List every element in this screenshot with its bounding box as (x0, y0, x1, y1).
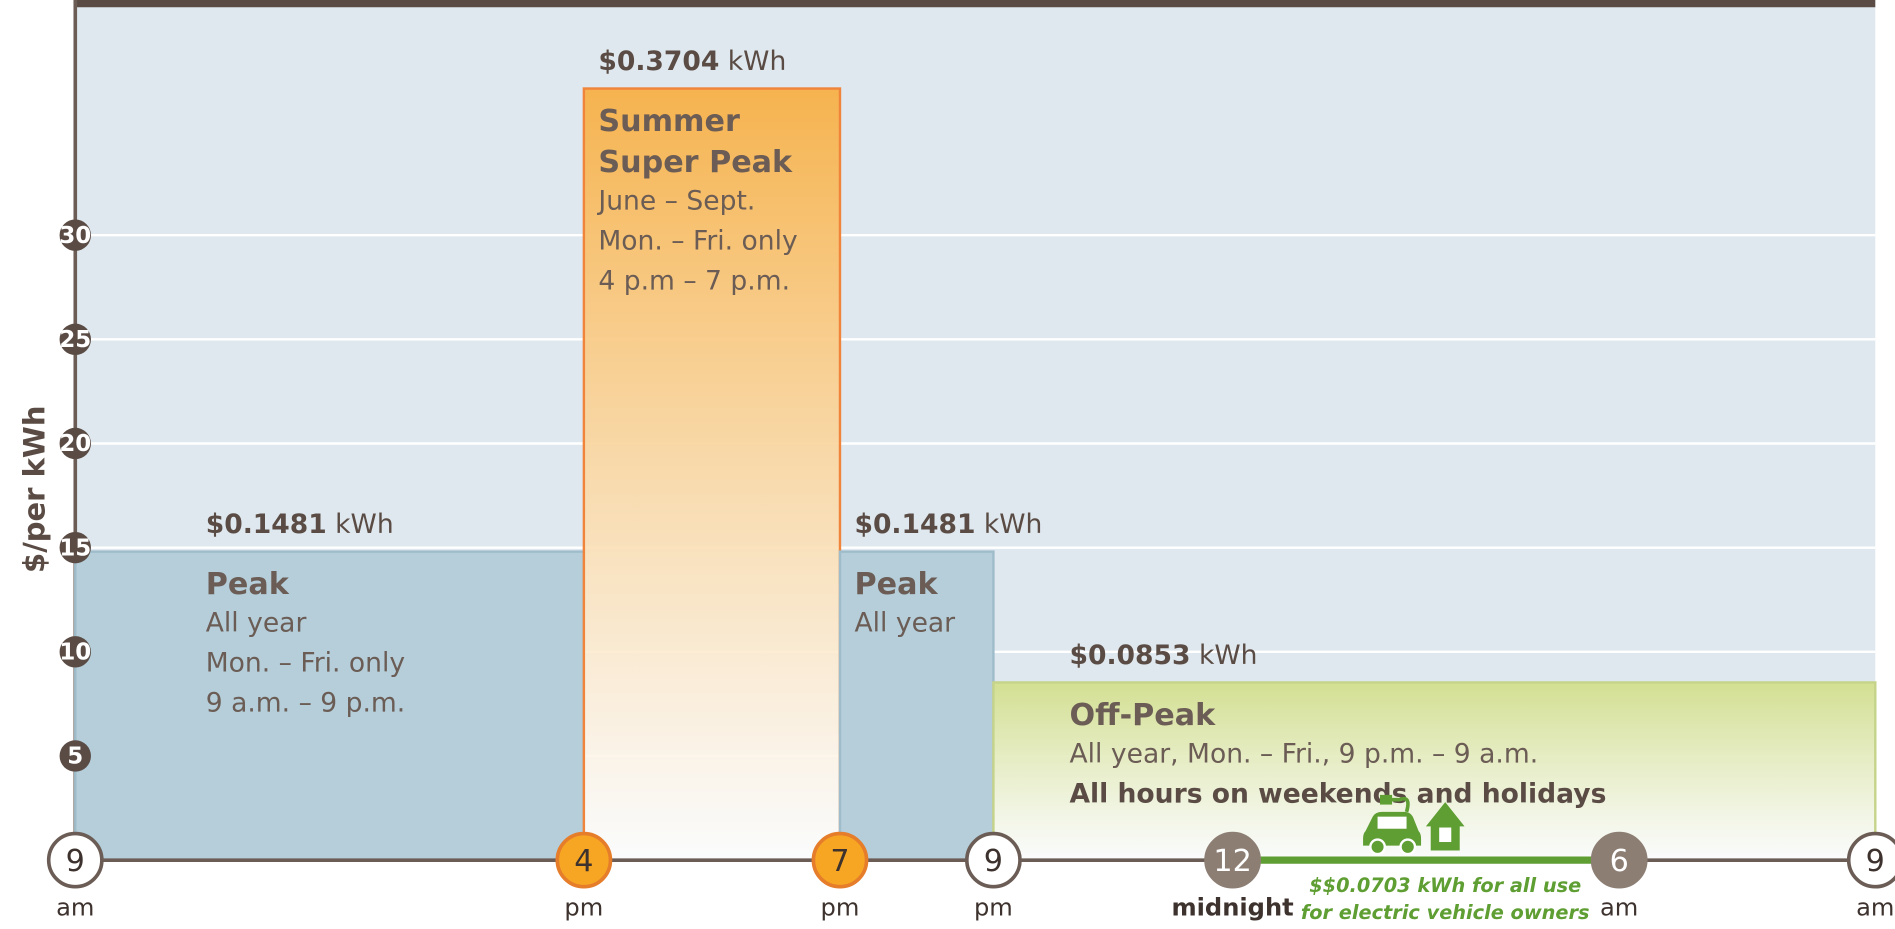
rate-bar (582, 87, 842, 862)
y-tick-badge (59, 740, 91, 772)
value-amount: $0.0853 (1070, 639, 1191, 670)
period-detail: Mon. – Fri. only (206, 647, 405, 678)
value-unit: kWh (984, 509, 1042, 540)
time-badge (46, 831, 104, 889)
value-unit: kWh (1199, 639, 1257, 670)
y-tick-label: 25 (59, 327, 91, 353)
period-name: Peak (206, 567, 290, 602)
time-period: am (1856, 893, 1894, 921)
value-label: $0.0853 kWh (1070, 639, 1258, 670)
time-badge (1846, 831, 1895, 889)
time-badge (965, 831, 1022, 889)
period-name: Summer (598, 104, 740, 139)
value-label: $0.3704 kWh (598, 45, 786, 76)
time-period: pm (974, 893, 1013, 921)
period-detail: 4 p.m – 7 p.m. (598, 265, 790, 296)
value-unit: kWh (728, 45, 786, 76)
time-badge (555, 831, 613, 889)
y-tick-badge (59, 219, 91, 251)
ev-rate-text: $$0.0703 kWh for all use (1309, 874, 1581, 897)
y-tick-badge (59, 427, 91, 460)
value-unit: kWh (335, 509, 393, 540)
time-period: am (1600, 893, 1638, 921)
time-label: 9 (66, 844, 85, 879)
period-detail: All year (206, 608, 307, 639)
period-highlight: All hours on weekends and holidays (1070, 778, 1607, 809)
rate-bar (74, 550, 586, 862)
time-badge (811, 831, 869, 889)
y-tick-label: 10 (59, 640, 91, 666)
time-label: 12 (1213, 844, 1251, 879)
time-label: 7 (830, 844, 849, 879)
time-label: 9 (1866, 844, 1885, 879)
time-period: am (56, 893, 94, 921)
time-period: pm (821, 893, 860, 921)
time-badge (1590, 831, 1648, 889)
y-tick-label: 20 (59, 431, 91, 457)
time-label: 6 (1610, 844, 1629, 879)
time-period: midnight (1171, 893, 1293, 921)
y-tick-label: 15 (59, 535, 91, 561)
y-axis-label: $/per kWh (18, 406, 52, 573)
time-badge (1204, 831, 1261, 889)
value-label: $0.1481 kWh (206, 509, 394, 540)
value-amount: $0.3704 (598, 45, 719, 76)
y-tick-badge (59, 636, 91, 668)
period-detail: June – Sept. (596, 186, 755, 217)
value-label: $0.1481 kWh (854, 509, 1042, 540)
time-label: 4 (574, 844, 593, 879)
time-label: 9 (984, 844, 1003, 879)
period-detail: All year (854, 608, 955, 639)
value-amount: $0.1481 (854, 509, 975, 540)
y-tick-badge (59, 323, 91, 356)
y-tick-label: 5 (67, 744, 83, 770)
period-name: Off-Peak (1070, 698, 1217, 733)
period-name: Super Peak (598, 145, 793, 180)
y-tick-label: 30 (59, 223, 91, 249)
ev-rate-text: for electric vehicle owners (1301, 901, 1590, 924)
period-detail: All year, Mon. – Fri., 9 p.m. – 9 a.m. (1070, 738, 1539, 769)
time-period: pm (564, 893, 603, 921)
period-detail: 9 a.m. – 9 p.m. (206, 687, 406, 718)
ev-icon (1363, 794, 1465, 856)
y-tick-badge (59, 531, 91, 564)
value-amount: $0.1481 (206, 509, 327, 540)
period-detail: Mon. – Fri. only (598, 225, 797, 256)
period-name: Peak (854, 567, 938, 602)
top-band (75, 0, 1876, 8)
